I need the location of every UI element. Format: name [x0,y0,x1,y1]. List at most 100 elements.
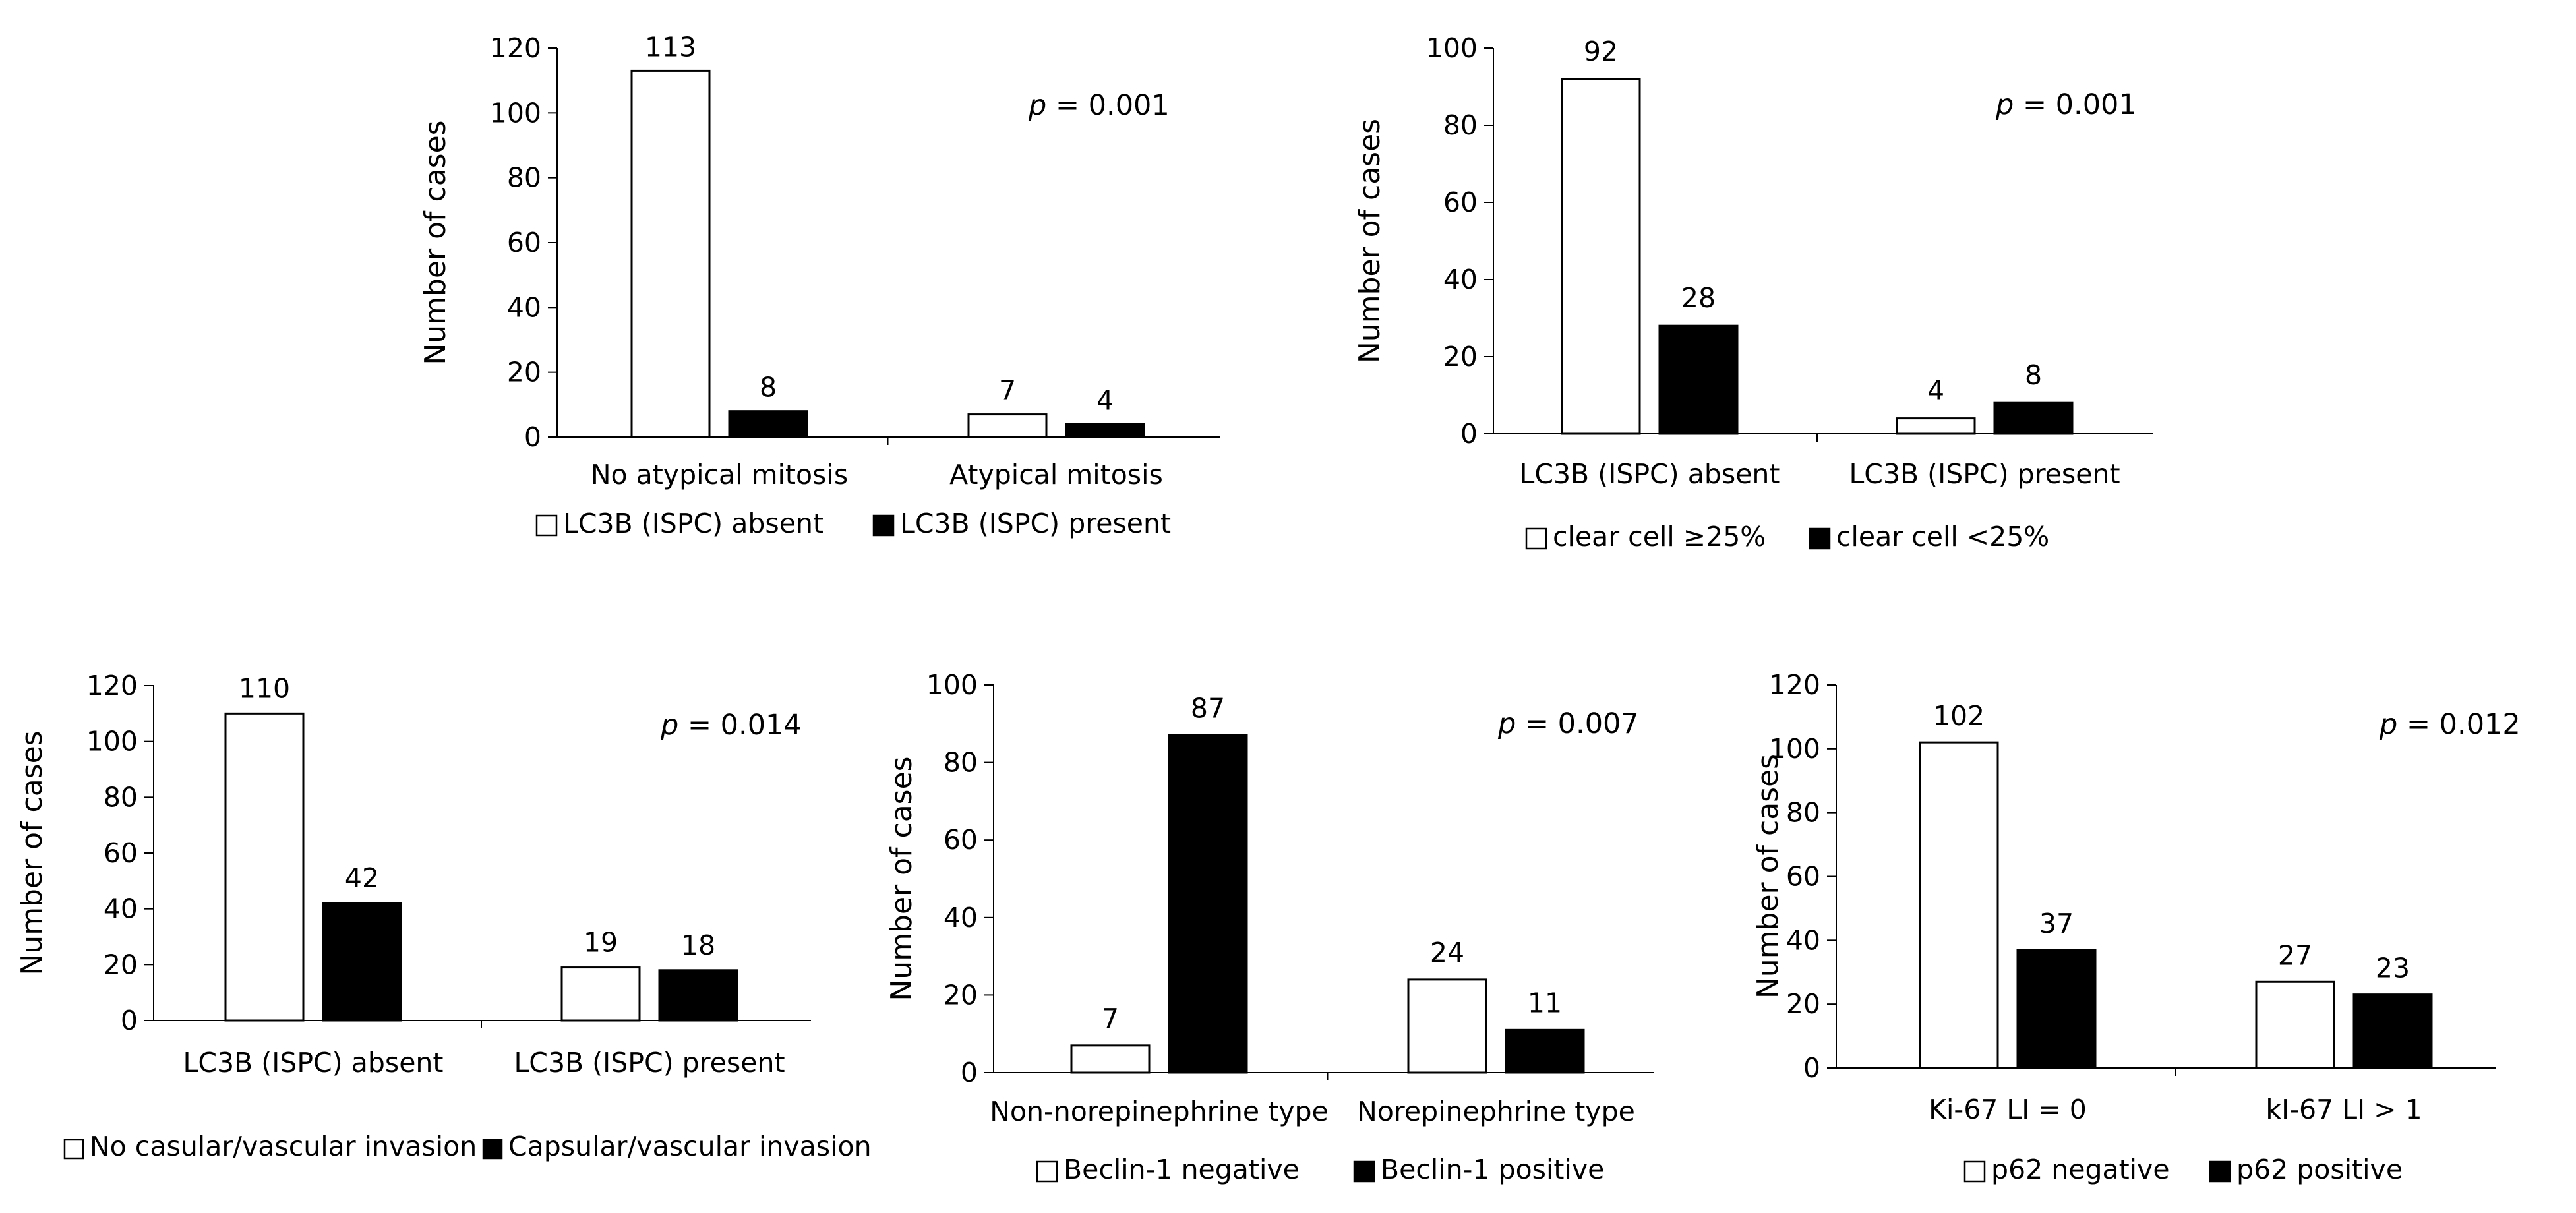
data-label: 113 [645,31,696,63]
data-label: 24 [1430,937,1464,968]
data-label: 23 [2376,953,2410,984]
x-category-label: LC3B (ISPC) present [514,1047,785,1079]
x-category-label: No atypical mitosis [591,459,848,490]
bar-white [1896,417,1976,435]
legend-swatch [1353,1160,1375,1183]
legend-swatch [1036,1160,1058,1183]
data-label: 7 [1102,1003,1119,1034]
data-label: 92 [1584,36,1618,67]
chart-panel-2: 0 20 40 60 80 100 Number of cases 92 28 LC3B (ISP… [1353,32,2153,552]
y-tick-label: 60 [507,227,541,258]
y-tick-label: 60 [104,837,138,869]
x-category-label: Norepinephrine type [1357,1096,1635,1127]
x-category-label: LC3B (ISPC) absent [183,1047,443,1079]
y-tick-label: 120 [490,32,541,64]
bar-white [1070,1044,1151,1074]
p-value-annotation: p = 0.007 [1497,707,1639,740]
chart-panel-1: 0 20 40 60 80 100 120 Number of cases 113 8 No aty… [419,31,1220,539]
bar-black [2016,949,2097,1069]
bar-white [630,69,711,438]
p-symbol: p [1497,707,1516,740]
y-tick-label: 40 [944,902,978,933]
p-symbol: p [2379,708,2397,741]
chart-panel-4: 0 20 40 60 80 100 Number of cases 7 87 Non-norepi… [885,669,1654,1185]
legend-label: Beclin-1 positive [1381,1154,1604,1185]
bar-white [967,413,1048,438]
p-symbol: p [1995,88,2014,121]
p-value-annotation: p = 0.012 [2379,708,2521,741]
x-category-label: Atypical mitosis [949,459,1163,490]
legend-label: LC3B (ISPC) present [900,508,1171,539]
legend-swatch [63,1139,84,1160]
bar-black [1993,401,2074,435]
chart-panel-3: 0 20 40 60 80 100 120 Number of cases 110 42 LC3B … [15,670,872,1162]
legend-swatch [535,514,558,537]
legend-label: LC3B (ISPC) absent [563,508,824,539]
p-value-annotation: p = 0.014 [660,709,802,742]
bar-black [1168,734,1248,1074]
p-value-text: = 0.001 [2014,88,2136,121]
data-label: 18 [681,930,715,961]
data-label: 11 [1528,987,1562,1019]
y-tick-label: 80 [944,747,978,779]
legend-label: Capsular/vascular invasion [508,1131,872,1162]
data-label: 102 [1933,700,1985,732]
y-tick-label: 0 [961,1057,978,1088]
y-tick-label: 40 [1786,924,1820,956]
legend-label: No casular/vascular invasion [90,1131,477,1162]
p-symbol: p [660,709,678,742]
y-tick-label: 20 [1443,341,1478,372]
y-tick-label: 100 [1769,733,1820,765]
data-label: 27 [2278,939,2312,971]
y-axis-title: Number of cases [1751,754,1785,999]
y-tick-label: 40 [507,291,541,323]
p-value-text: = 0.007 [1516,707,1638,740]
data-label: 28 [1681,282,1716,314]
data-label: 19 [584,927,618,959]
data-label: 37 [2039,908,2074,939]
legend-label: clear cell ≥25% [1553,521,1766,552]
legend-swatch [1963,1160,1986,1183]
bar-black [322,902,402,1022]
data-label: 8 [2025,359,2042,391]
y-tick-label: 60 [944,824,978,856]
y-axis-title: Number of cases [15,730,49,975]
bar-black [658,969,738,1022]
bar-black [2352,993,2433,1069]
y-tick-label: 0 [524,421,541,453]
y-tick-label: 20 [1786,988,1820,1020]
p-value-text: = 0.012 [2397,708,2520,741]
data-label: 87 [1191,692,1225,724]
p-value-text: = 0.001 [1046,89,1169,122]
bar-black [1065,423,1145,438]
x-category-label: LC3B (ISPC) absent [1519,458,1780,490]
legend-swatch [1525,527,1547,550]
bar-black [1658,324,1739,435]
y-tick-label: 80 [1786,797,1820,829]
p-value-annotation: p = 0.001 [1028,89,1170,122]
y-tick-label: 100 [490,97,541,129]
p-value-text: = 0.014 [678,709,801,742]
data-label: 7 [999,375,1016,407]
bar-black [1505,1028,1585,1074]
y-tick-label: 60 [1786,861,1820,893]
x-category-label: LC3B (ISPC) present [1849,458,2120,490]
chart-panel-5: 0 20 40 60 80 100 120 Number of cases 102 37 Ki-67… [1751,669,2521,1185]
y-axis-title: Number of cases [885,756,918,1001]
bar-white [1407,978,1487,1074]
y-tick-label: 60 [1443,187,1478,218]
y-tick-label: 20 [104,949,138,980]
data-label: 4 [1927,375,1944,407]
y-axis-title: Number of cases [1353,119,1387,363]
bar-white [1561,78,1641,435]
p-symbol: p [1028,89,1046,122]
bar-white [224,712,305,1022]
data-label: 42 [345,862,379,894]
y-tick-label: 120 [1769,669,1820,701]
y-axis-title: Number of cases [419,120,452,365]
legend-label: Beclin-1 negative [1063,1154,1300,1185]
y-tick-label: 0 [1460,418,1478,450]
legend-label: p62 positive [2236,1154,2403,1185]
legend-swatch [1809,527,1831,550]
